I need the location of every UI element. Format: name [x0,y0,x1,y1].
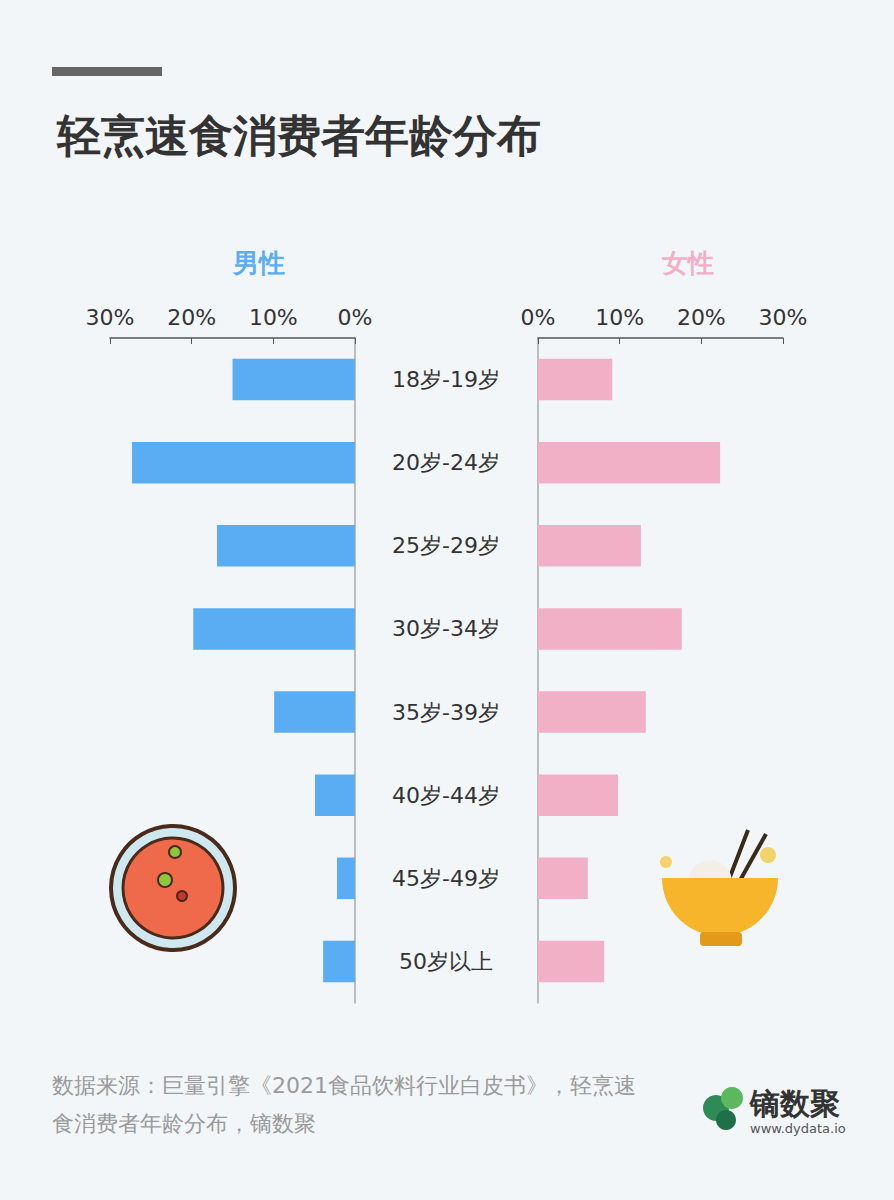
svg-text:20%: 20% [677,305,726,330]
svg-text:40岁-44岁: 40岁-44岁 [392,783,500,808]
svg-text:20岁-24岁: 20岁-24岁 [392,450,500,475]
svg-text:10%: 10% [595,305,644,330]
svg-text:镝数聚: 镝数聚 [749,1086,840,1121]
svg-text:女性: 女性 [661,248,714,278]
svg-text:数据来源：巨量引擎《2021食品饮料行业白皮书》，轻烹速: 数据来源：巨量引擎《2021食品饮料行业白皮书》，轻烹速 [52,1073,636,1098]
svg-text:0%: 0% [338,305,373,330]
svg-text:30%: 30% [759,305,808,330]
svg-text:www.dydata.io: www.dydata.io [750,1121,846,1136]
svg-text:30岁-34岁: 30岁-34岁 [392,616,500,641]
svg-text:食消费者年龄分布，镝数聚: 食消费者年龄分布，镝数聚 [52,1111,316,1136]
svg-text:45岁-49岁: 45岁-49岁 [392,866,500,891]
svg-text:20%: 20% [167,305,216,330]
svg-text:10%: 10% [249,305,298,330]
svg-text:18岁-19岁: 18岁-19岁 [392,367,500,392]
svg-text:35岁-39岁: 35岁-39岁 [392,700,500,725]
svg-text:男性: 男性 [232,248,285,278]
svg-text:25岁-29岁: 25岁-29岁 [392,533,500,558]
svg-text:30%: 30% [86,305,135,330]
svg-text:50岁以上: 50岁以上 [399,949,493,974]
svg-text:轻烹速食消费者年龄分布: 轻烹速食消费者年龄分布 [56,110,541,161]
svg-text:0%: 0% [521,305,556,330]
